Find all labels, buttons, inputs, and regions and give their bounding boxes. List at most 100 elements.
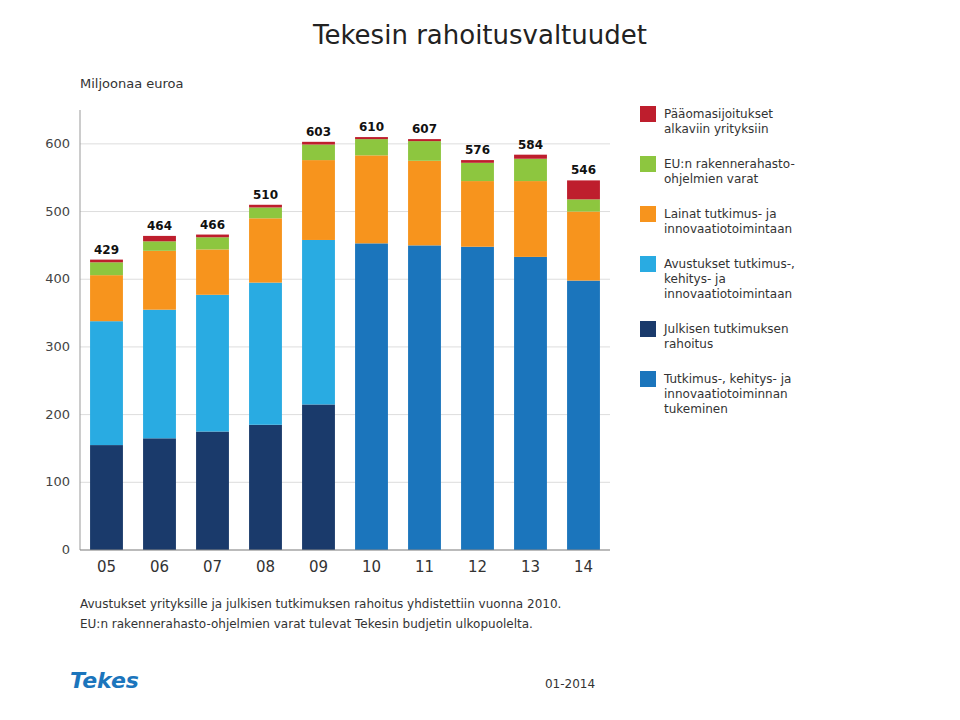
chart: Tekesin rahoitusvaltuudet Miljoonaa euroa… — [0, 0, 960, 720]
bar-segment — [90, 275, 123, 321]
bar-segment — [461, 163, 494, 181]
bar-segment — [408, 139, 441, 141]
legend-label-line: rahoitus — [664, 337, 713, 351]
bar-segment — [567, 180, 600, 199]
legend-label: Lainat tutkimus- jainnovaatiotoimintaan — [664, 207, 792, 236]
bar-segment — [196, 235, 229, 238]
legend-label-line: Lainat tutkimus- ja — [664, 207, 777, 221]
legend-label: Julkisen tutkimuksenrahoitus — [663, 322, 789, 351]
bar-segment — [249, 218, 282, 282]
bar-segment — [514, 181, 547, 257]
bar-segment — [302, 142, 335, 145]
total-label: 603 — [306, 125, 331, 139]
y-tick-label: 0 — [62, 542, 70, 557]
bar-segment — [567, 212, 600, 281]
bar-segment — [355, 139, 388, 155]
total-label: 510 — [253, 188, 278, 202]
total-label: 429 — [94, 243, 119, 257]
bar-segment — [461, 181, 494, 247]
y-tick-label: 400 — [45, 271, 70, 286]
logo: Tekes — [70, 668, 139, 693]
x-tick-label: 13 — [521, 558, 540, 576]
bar-segment — [143, 438, 176, 550]
legend: Pääomasijoituksetalkaviin yrityksiin EU:n… — [640, 106, 795, 416]
legend-label-line: innovaatiotoimintaan — [664, 287, 792, 301]
x-tick-label: 08 — [256, 558, 275, 576]
legend-label-line: kehitys- ja — [664, 272, 726, 286]
legend-label: Pääomasijoituksetalkaviin yrityksiin — [664, 107, 773, 136]
bar-segment — [514, 159, 547, 181]
legend-label-line: Julkisen tutkimuksen — [663, 322, 789, 336]
bar-segment — [302, 160, 335, 240]
legend-label-line: Avustukset tutkimus-, — [664, 257, 795, 271]
bar-segment — [567, 281, 600, 550]
y-tick-label: 200 — [45, 407, 70, 422]
x-axis-line — [80, 550, 610, 551]
bar-segment — [514, 155, 547, 159]
bar-segment — [249, 207, 282, 218]
bar-segment — [196, 249, 229, 294]
x-tick-label: 10 — [362, 558, 381, 576]
bars — [90, 137, 600, 550]
bar-segment — [461, 247, 494, 550]
legend-label-line: EU:n rakennerahasto- — [664, 157, 795, 171]
total-label: 576 — [465, 143, 490, 157]
bar-segment — [355, 243, 388, 550]
y-axis-line — [80, 110, 81, 550]
grid — [80, 144, 610, 550]
legend-label-line: innovaatiotoiminnan — [664, 387, 788, 401]
y-tick-label: 500 — [45, 204, 70, 219]
legend-label-line: alkaviin yrityksiin — [664, 122, 769, 136]
bar-segment — [196, 237, 229, 249]
bar-segment — [249, 425, 282, 550]
legend-label: EU:n rakennerahasto-ohjelmien varat — [664, 157, 795, 186]
bar-segment — [302, 404, 335, 550]
x-tick-label: 11 — [415, 558, 434, 576]
legend-label-line: tukeminen — [664, 402, 728, 416]
bar-segment — [90, 260, 123, 263]
y-tick-label: 300 — [45, 339, 70, 354]
bar-segment — [355, 155, 388, 243]
bar-segment — [408, 141, 441, 161]
legend-label-line: innovaatiotoimintaan — [664, 222, 792, 236]
total-label: 584 — [518, 138, 543, 152]
bar-segment — [90, 262, 123, 275]
total-label: 546 — [571, 163, 596, 177]
bar-segment — [249, 283, 282, 425]
bar-segment — [143, 236, 176, 241]
y-tick-label: 600 — [45, 136, 70, 151]
footnote: Avustukset yrityksille ja julkisen tutki… — [80, 597, 561, 611]
x-tick-label: 09 — [309, 558, 328, 576]
y-axis-label: Miljoonaa euroa — [80, 76, 183, 91]
bar-segment — [567, 199, 600, 211]
grid-line — [80, 550, 610, 551]
legend-swatch — [640, 256, 656, 272]
bar-segment — [143, 241, 176, 250]
title: Tekesin rahoitusvaltuudet — [312, 20, 647, 50]
bar-segment — [408, 245, 441, 550]
legend-swatch — [640, 371, 656, 387]
bar-segment — [249, 205, 282, 208]
x-tick-label: 14 — [574, 558, 593, 576]
footnote: EU:n rakennerahasto-ohjelmien varat tule… — [80, 617, 533, 631]
legend-label: Avustukset tutkimus-,kehitys- jainnovaat… — [664, 257, 795, 301]
legend-label: Tutkimus-, kehitys- jainnovaatiotoiminna… — [663, 372, 791, 416]
bar-segment — [90, 445, 123, 550]
x-tick-label: 05 — [97, 558, 116, 576]
bar-segment — [90, 321, 123, 445]
bar-segment — [408, 161, 441, 246]
date-label: 01-2014 — [545, 677, 595, 691]
x-tick-label: 07 — [203, 558, 222, 576]
bar-segment — [461, 160, 494, 163]
total-label: 610 — [359, 120, 384, 134]
bar-segment — [302, 240, 335, 404]
x-tick-label: 06 — [150, 558, 169, 576]
legend-swatch — [640, 156, 656, 172]
legend-swatch — [640, 206, 656, 222]
total-label: 466 — [200, 218, 225, 232]
bar-segment — [355, 137, 388, 139]
bar-segment — [143, 251, 176, 310]
bar-segment — [143, 310, 176, 439]
total-label: 464 — [147, 219, 172, 233]
y-tick-label: 100 — [45, 474, 70, 489]
